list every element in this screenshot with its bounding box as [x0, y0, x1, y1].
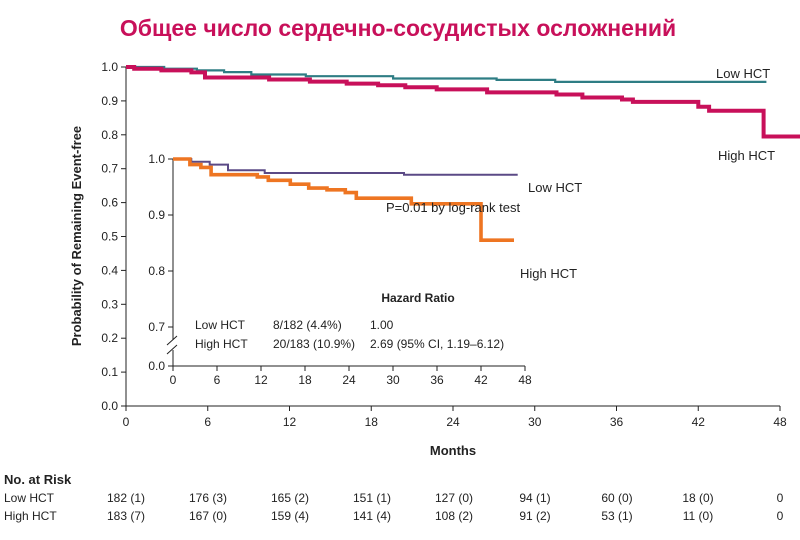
hazard-ratio-events: 20/183 (10.9%)	[273, 337, 355, 351]
main-y-tick-label: 1.0	[101, 60, 118, 74]
risk-table-cell: 127 (0)	[435, 491, 473, 505]
inset-y-tick-label: 0.9	[148, 208, 165, 222]
main-x-tick-label: 36	[610, 415, 624, 429]
main-y-tick-label: 0.9	[101, 94, 118, 108]
hazard-ratio-events: 8/182 (4.4%)	[273, 318, 342, 332]
risk-table-cell: 165 (2)	[271, 491, 309, 505]
main-x-tick-label: 42	[692, 415, 706, 429]
risk-table-heading: No. at Risk	[4, 472, 72, 487]
main-y-tick-label: 0.8	[101, 128, 118, 142]
main-series-line	[126, 65, 800, 139]
inset-pvalue-annotation: P=0.01 by log-rank test	[386, 200, 520, 215]
main-series-line	[126, 65, 767, 84]
risk-table-cell: 0	[777, 509, 784, 523]
main-x-tick-label: 30	[528, 415, 542, 429]
inset-x-tick-label: 18	[298, 373, 312, 387]
risk-table-cell: 151 (1)	[353, 491, 391, 505]
inset-x-tick-label: 36	[430, 373, 444, 387]
inset-series-line	[173, 157, 514, 242]
risk-table-cell: 0	[777, 491, 784, 505]
risk-table-cell: 167 (0)	[189, 509, 227, 523]
hazard-ratio-value: 2.69 (95% CI, 1.19–6.12)	[370, 337, 504, 351]
inset-label-low: Low HCT	[528, 180, 582, 195]
main-label-low: Low HCT	[716, 66, 770, 81]
risk-table-group: Low HCT	[4, 491, 55, 505]
risk-table-cell: 18 (0)	[682, 491, 713, 505]
risk-table: No. at Risk Low HCT 182 (1) 176 (3) 165 (2) 1…	[4, 472, 784, 523]
main-y-tick-label: 0.2	[101, 331, 118, 345]
inset-y-tick-label: 0.7	[148, 320, 165, 334]
risk-table-cell: 60 (0)	[601, 491, 632, 505]
chart-title: Общее число сердечно-сосудистых осложнен…	[120, 15, 676, 41]
inset-axis-break-mark	[166, 335, 178, 346]
inset-y-tick-label: 0.0	[148, 359, 165, 373]
main-y-tick-label: 0.3	[101, 297, 118, 311]
risk-table-cell: 183 (7)	[107, 509, 145, 523]
hazard-ratio-heading: Hazard Ratio	[381, 291, 454, 305]
inset-axis-break-mark	[166, 344, 178, 355]
inset-label-high: High HCT	[520, 266, 577, 281]
inset-x-tick-label: 12	[254, 373, 268, 387]
hazard-ratio-group: High HCT	[195, 337, 248, 351]
main-x-tick-label: 6	[204, 415, 211, 429]
risk-table-group: High HCT	[4, 509, 57, 523]
main-x-tick-label: 18	[365, 415, 379, 429]
main-x-tick-label: 12	[283, 415, 297, 429]
main-label-high: High HCT	[718, 148, 775, 163]
inset-series-line	[173, 158, 518, 176]
hazard-ratio-value: 1.00	[370, 318, 394, 332]
inset-x-tick-label: 24	[342, 373, 356, 387]
inset-x-tick-label: 0	[170, 373, 177, 387]
main-y-tick-label: 0.6	[101, 196, 118, 210]
main-y-tick-label: 0.0	[101, 399, 118, 413]
main-y-tick-label: 0.4	[101, 263, 118, 277]
risk-table-cell: 94 (1)	[519, 491, 550, 505]
risk-table-cell: 182 (1)	[107, 491, 145, 505]
inset-x-tick-label: 6	[214, 373, 221, 387]
risk-table-cell: 176 (3)	[189, 491, 227, 505]
main-plot: 0.00.10.20.30.40.50.60.70.80.91.00 6 12 18 2…	[69, 60, 800, 458]
risk-table-cell: 141 (4)	[353, 509, 391, 523]
main-y-tick-label: 0.7	[101, 162, 118, 176]
main-x-tick-label: 24	[446, 415, 460, 429]
risk-table-cell: 91 (2)	[519, 509, 550, 523]
inset-y-tick-label: 0.8	[148, 264, 165, 278]
risk-table-cell: 11 (0)	[683, 509, 713, 523]
risk-table-cell: 53 (1)	[601, 509, 632, 523]
hazard-ratio-group: Low HCT	[195, 318, 246, 332]
main-x-tick-label: 48	[773, 415, 787, 429]
inset-x-tick-label: 30	[386, 373, 400, 387]
main-y-tick-label: 0.1	[101, 365, 118, 379]
inset-x-tick-label: 48	[518, 373, 532, 387]
main-y-tick-label: 0.5	[101, 230, 118, 244]
main-x-tick-label: 0	[123, 415, 130, 429]
inset-x-tick-label: 42	[474, 373, 488, 387]
risk-table-cell: 108 (2)	[435, 509, 473, 523]
risk-table-cell: 159 (4)	[271, 509, 309, 523]
main-y-axis-label: Probability of Remaining Event-free	[69, 126, 84, 346]
main-x-axis-label: Months	[430, 443, 476, 458]
inset-y-tick-label: 1.0	[148, 152, 165, 166]
